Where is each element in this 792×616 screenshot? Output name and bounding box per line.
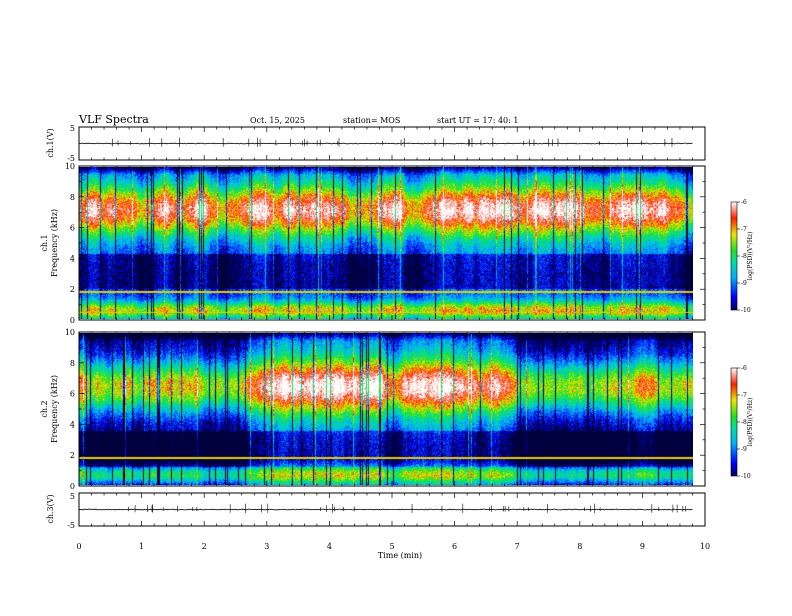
ch1-spectrogram-heatmap: [79, 167, 693, 319]
ch2-colorbar-scale: [730, 367, 738, 477]
time-tick-label: 1: [139, 542, 144, 551]
ch1-waveform-panel: 5 -5 ch.1(V): [46, 124, 706, 163]
colorbar-tick-label: -9: [741, 446, 747, 453]
ch1-waveform-line: [78, 142, 693, 145]
ch1-waveform-ylabel: ch.1(V): [46, 128, 55, 157]
ch2-spectrogram-yticks: 0 2 4 6 8 10: [65, 328, 705, 491]
ch3-waveform-line: [78, 508, 693, 511]
time-tick-label: 2: [202, 542, 207, 551]
colorbar-tick-label: -8: [741, 253, 747, 260]
spectrogram-ytick-label: 4: [70, 254, 75, 263]
colorbar-tick-label: -6: [741, 199, 747, 206]
colorbar-tick-label: -7: [741, 392, 747, 399]
colorbar-tick-label: -8: [741, 419, 747, 426]
ch1-waveform-spikes: [112, 137, 673, 148]
time-tick-label: 6: [452, 542, 457, 551]
time-tick-label: 7: [515, 542, 520, 551]
ch1-colorbar-label: log(PSD)(V²/Hz): [747, 232, 754, 281]
date-label: Oct. 15, 2025: [250, 116, 305, 125]
time-tick-label: 10: [700, 542, 710, 551]
spectrogram-ytick-label: 0: [70, 316, 75, 325]
spectrogram-ytick-label: 6: [70, 390, 75, 399]
ch2-colorbar: -6 -7 -8 -9 -10 log(PSD)(V²/Hz): [730, 365, 754, 480]
time-tick-label: 0: [76, 542, 81, 551]
spectrogram-ytick-label: 0: [70, 482, 75, 491]
ch1-frequency-label: Frequency (kHz): [50, 209, 59, 277]
spectrogram-ytick-label: 8: [70, 359, 75, 368]
spectrogram-ytick-label: 8: [70, 193, 75, 202]
spectrogram-ytick-label: 2: [70, 451, 75, 460]
time-tick-label: 8: [577, 542, 582, 551]
ch2-spectrogram-image-holder: [79, 333, 693, 485]
ch2-spectrogram-heatmap: [79, 333, 693, 485]
time-tick-label: 5: [389, 542, 394, 551]
ch1-colorbar-scale: [730, 201, 738, 311]
time-axis-label: Time (min): [378, 551, 422, 560]
colorbar-tick-label: -10: [741, 307, 751, 314]
spectrogram-ytick-label: 2: [70, 285, 75, 294]
ch3-ytick-top: 5: [70, 492, 75, 501]
ch2-colorbar-label: log(PSD)(V²/Hz): [747, 398, 754, 447]
colorbar-tick-label: -6: [741, 365, 747, 372]
ch1-spectrogram-yticks: 0 2 4 6 8 10: [65, 162, 705, 325]
ch1-spectrogram-image-holder: [79, 167, 693, 319]
ch3-waveform-spikes: [128, 503, 687, 514]
time-tick-label: 4: [327, 542, 332, 551]
colorbar-tick-label: -10: [741, 473, 751, 480]
ch1-colorbar: -6 -7 -8 -9 -10 log(PSD)(V²/Hz): [730, 199, 754, 314]
ch1-channel-label: ch.1: [40, 234, 49, 251]
ch1-colorbar-ticks: -6 -7 -8 -9 -10: [737, 199, 751, 314]
station-label: station= MOS: [343, 116, 400, 125]
spectrogram-ytick-label: 4: [70, 420, 75, 429]
ch2-colorbar-ticks: -6 -7 -8 -9 -10: [737, 365, 751, 480]
time-ticks: [78, 127, 706, 526]
ch1-ytick-top: 5: [70, 124, 75, 133]
spectrogram-ytick-label: 10: [65, 162, 75, 171]
ch1-ytick-bottom: -5: [67, 154, 75, 163]
ch3-waveform-panel: 5 -5 ch.3(V): [46, 492, 706, 530]
ch3-waveform-ylabel: ch.3(V): [46, 494, 55, 523]
colorbar-tick-label: -9: [741, 280, 747, 287]
time-tick-labels: 0 1 2 3 4 5 6 7 8 9 10: [76, 542, 710, 551]
ch2-spectrogram-panel: 0 2 4 6 8 10 ch.2 Frequency (kHz): [40, 328, 706, 491]
time-tick-label: 3: [264, 542, 269, 551]
colorbar-tick-label: -7: [741, 226, 747, 233]
spectrogram-ytick-label: 10: [65, 328, 75, 337]
time-tick-label: 9: [640, 542, 645, 551]
ch3-ytick-bottom: -5: [67, 521, 75, 530]
spectrogram-ytick-label: 6: [70, 224, 75, 233]
start-ut-label: start UT = 17: 40: 1: [437, 116, 518, 125]
figure-title: VLF Spectra: [78, 113, 149, 126]
ch2-frequency-label: Frequency (kHz): [50, 375, 59, 443]
ch1-spectrogram-panel: 0 2 4 6 8 10 ch.1 Frequency (kHz): [40, 162, 706, 325]
ch2-channel-label: ch.2: [40, 400, 49, 417]
